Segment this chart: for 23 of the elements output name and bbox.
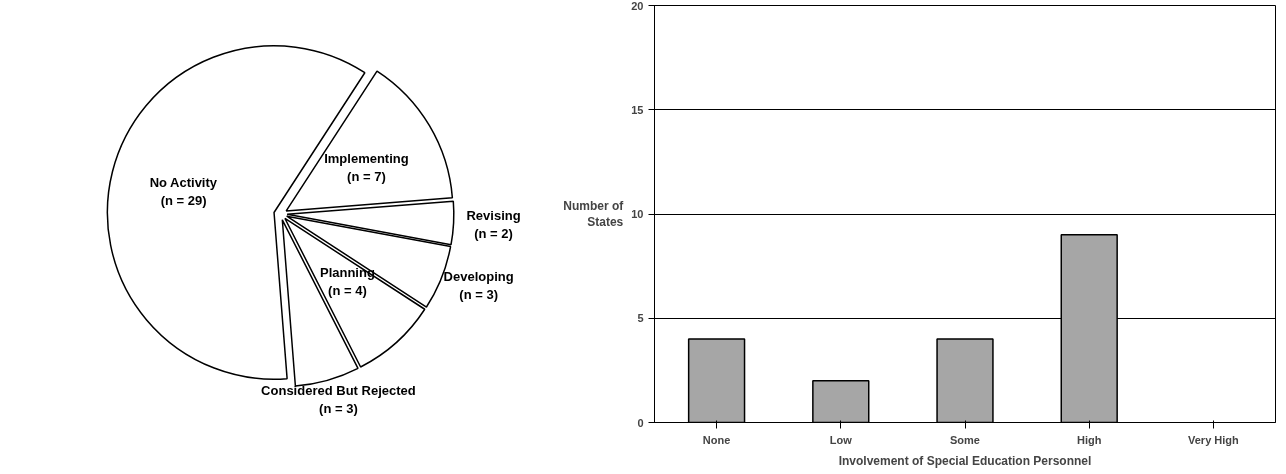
data-label: (n = 3) — [459, 286, 498, 302]
data-label: (n = 7) — [347, 169, 386, 185]
y-tick-label: 10 — [631, 208, 644, 220]
x-tick-label: Low — [829, 433, 853, 446]
y-axis-title: Number of States — [563, 198, 625, 230]
slice-label: Developing — [443, 268, 514, 284]
y-tick-label: 0 — [637, 416, 644, 429]
slice-label: Revising — [466, 207, 521, 223]
x-tick-label: Very High — [1188, 433, 1240, 446]
data-label: (n = 4) — [328, 282, 367, 298]
x-tick-label: None — [702, 433, 731, 446]
y-tick-label: 15 — [631, 103, 644, 116]
x-axis-title: Involvement of Special Education Personnel — [838, 453, 1092, 468]
slice-label: No Activity — [149, 175, 218, 191]
x-tick-label: High — [1076, 433, 1102, 446]
data-label: (n = 2) — [474, 225, 513, 241]
y-tick-label: 20 — [631, 0, 644, 12]
slice-label: Considered But Rejected — [261, 382, 416, 398]
y-tick-label: 5 — [637, 312, 644, 325]
x-tick-label: Some — [950, 433, 980, 446]
slice-label: Implementing — [324, 151, 409, 167]
data-label: (n = 3) — [319, 400, 358, 416]
data-label: (n = 29) — [160, 193, 207, 209]
